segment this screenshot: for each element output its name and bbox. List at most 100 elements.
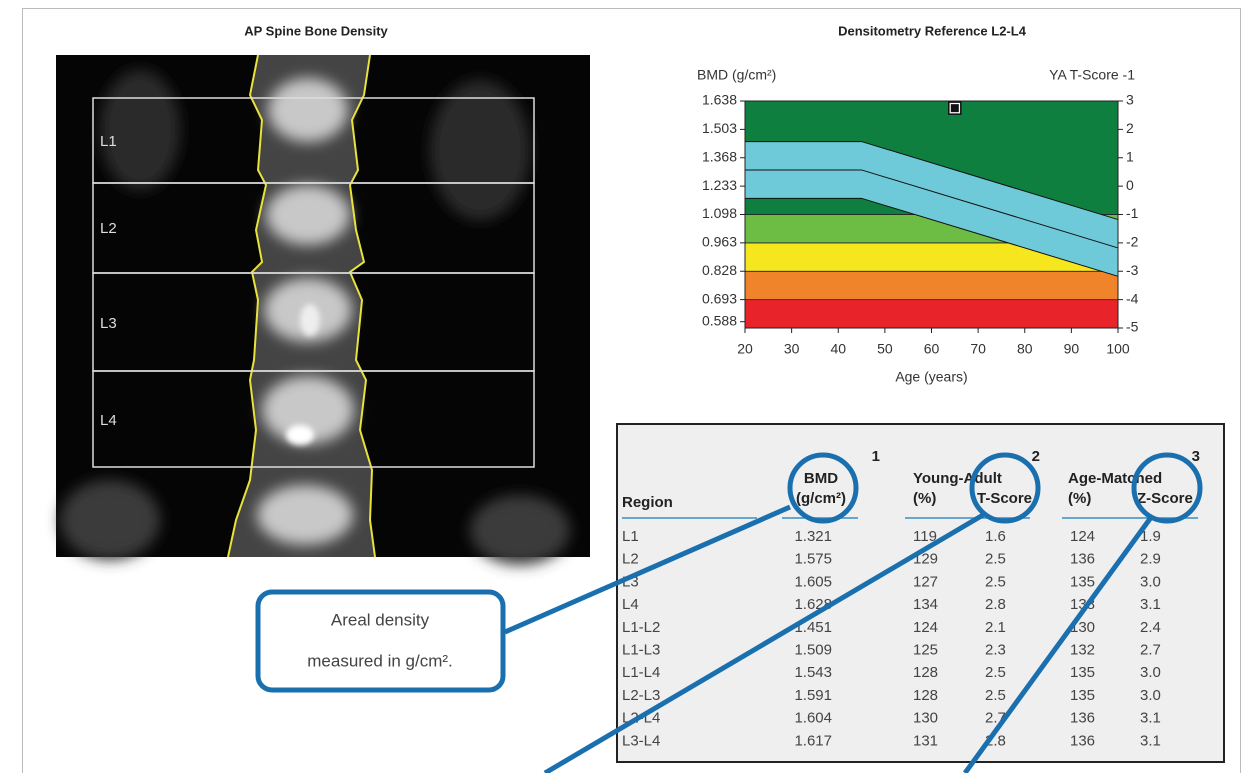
table-cell: 125 xyxy=(913,641,938,658)
table-cell: 2.7 xyxy=(1140,641,1161,658)
table-cell: 2.8 xyxy=(985,596,1006,613)
table-cell: 2.5 xyxy=(985,551,1006,568)
x-tick-label: 80 xyxy=(1017,341,1033,357)
y2-tick-label: -5 xyxy=(1126,319,1139,335)
table-cell: L2-L3 xyxy=(622,687,660,704)
table-cell: 2.3 xyxy=(985,641,1006,658)
table-cell: L3-L4 xyxy=(622,732,660,749)
x-tick-label: 60 xyxy=(924,341,940,357)
table-cell: 2.1 xyxy=(985,619,1006,636)
table-cell: 128 xyxy=(913,664,938,681)
table-cell: 3.1 xyxy=(1140,732,1161,749)
col-header: Region xyxy=(622,494,673,511)
table-cell: 135 xyxy=(1070,664,1095,681)
y2-tick-label: -4 xyxy=(1126,290,1139,306)
y-tick-label: 0.828 xyxy=(702,262,737,278)
chart-title: Densitometry Reference L2-L4 xyxy=(838,23,1027,38)
x-tick-label: 40 xyxy=(830,341,846,357)
y-tick-label: 0.963 xyxy=(702,234,737,250)
y2-tick-label: -2 xyxy=(1126,234,1139,250)
table-cell: 1.575 xyxy=(794,551,832,568)
y2-axis-label: YA T-Score -1 xyxy=(1049,67,1135,83)
region-label: L3 xyxy=(100,315,117,332)
table-cell: 2.5 xyxy=(985,687,1006,704)
table-cell: 2.5 xyxy=(985,573,1006,590)
y-tick-label: 0.588 xyxy=(702,312,737,328)
table-cell: 1.509 xyxy=(794,641,832,658)
table-cell: 131 xyxy=(913,732,938,749)
table-cell: 135 xyxy=(1070,687,1095,704)
group-number: 3 xyxy=(1192,448,1200,465)
col-header: Age-Matched xyxy=(1068,470,1162,487)
spine-image xyxy=(56,55,590,565)
table-cell: 2.5 xyxy=(985,664,1006,681)
table-cell: 1.617 xyxy=(794,732,832,749)
y-tick-label: 0.693 xyxy=(702,290,737,306)
group-number: 2 xyxy=(1032,448,1040,465)
callout-text: Areal density xyxy=(331,610,430,629)
table-cell: 128 xyxy=(913,687,938,704)
table-cell: 3.0 xyxy=(1140,664,1161,681)
y-tick-label: 1.098 xyxy=(702,205,737,221)
patient-marker-core xyxy=(951,104,959,112)
y2-tick-label: 1 xyxy=(1126,148,1134,164)
table-cell: 1.604 xyxy=(794,710,832,727)
group-number: 1 xyxy=(872,448,880,465)
table-cell: 136 xyxy=(1070,732,1095,749)
x-tick-label: 30 xyxy=(784,341,800,357)
col-header: (g/cm²) xyxy=(796,490,846,507)
table-cell: 1.605 xyxy=(794,573,832,590)
x-axis-label: Age (years) xyxy=(895,369,967,385)
table-cell: 136 xyxy=(1070,551,1095,568)
table-cell: 3.1 xyxy=(1140,710,1161,727)
table-cell: 3.1 xyxy=(1140,596,1161,613)
spine-title: AP Spine Bone Density xyxy=(244,23,388,38)
y-tick-label: 1.233 xyxy=(702,177,737,193)
table-cell: 1.321 xyxy=(794,528,832,545)
table-cell: 3.0 xyxy=(1140,687,1161,704)
results-table: 1 2 3 Region BMD (g/cm²) Young-Adult (%) T-Score… xyxy=(617,424,1224,762)
y2-tick-label: 3 xyxy=(1126,92,1134,108)
table-cell: 124 xyxy=(1070,528,1095,545)
y2-tick-label: -3 xyxy=(1126,262,1139,278)
x-tick-label: 100 xyxy=(1106,341,1130,357)
col-header: Young-Adult xyxy=(913,470,1002,487)
table-cell: 132 xyxy=(1070,641,1095,658)
table-cell: L2 xyxy=(622,551,639,568)
x-tick-label: 50 xyxy=(877,341,893,357)
y2-tick-label: 0 xyxy=(1126,177,1134,193)
page: {"spine_panel": {"title": "AP Spine Bone… xyxy=(0,0,1253,773)
table-cell: 1.6 xyxy=(985,528,1006,545)
table-cell: 3.0 xyxy=(1140,573,1161,590)
table-cell: 135 xyxy=(1070,573,1095,590)
y2-tick-label: -1 xyxy=(1126,205,1139,221)
table-cell: 130 xyxy=(913,710,938,727)
table-cell: 1.591 xyxy=(794,687,832,704)
y-tick-label: 1.638 xyxy=(702,92,737,108)
y-axis-label: BMD (g/cm²) xyxy=(697,67,776,83)
col-header: (%) xyxy=(913,490,936,507)
table-cell: 127 xyxy=(913,573,938,590)
zone xyxy=(745,271,1118,299)
region-label: L1 xyxy=(100,133,117,150)
x-tick-label: 20 xyxy=(737,341,753,357)
y2-tick-label: 2 xyxy=(1126,120,1134,136)
table-cell: 124 xyxy=(913,619,938,636)
table-cell: 2.9 xyxy=(1140,551,1161,568)
table-cell: 2.4 xyxy=(1140,619,1161,636)
region-label: L2 xyxy=(100,220,117,237)
region-label: L4 xyxy=(100,412,117,429)
col-header: T-Score xyxy=(977,490,1032,507)
col-header: BMD xyxy=(804,470,838,487)
y-tick-label: 1.368 xyxy=(702,148,737,164)
table-cell: 136 xyxy=(1070,710,1095,727)
table-cell: 1.543 xyxy=(794,664,832,681)
col-header: (%) xyxy=(1068,490,1091,507)
table-cell: L1 xyxy=(622,528,639,545)
x-tick-label: 90 xyxy=(1064,341,1080,357)
y-tick-label: 1.503 xyxy=(702,120,737,136)
table-cell: L1-L2 xyxy=(622,619,660,636)
zone xyxy=(745,300,1118,328)
report: AP Spine Bone Density Densitometry Refer… xyxy=(0,0,1253,773)
table-cell: L1-L4 xyxy=(622,664,660,681)
